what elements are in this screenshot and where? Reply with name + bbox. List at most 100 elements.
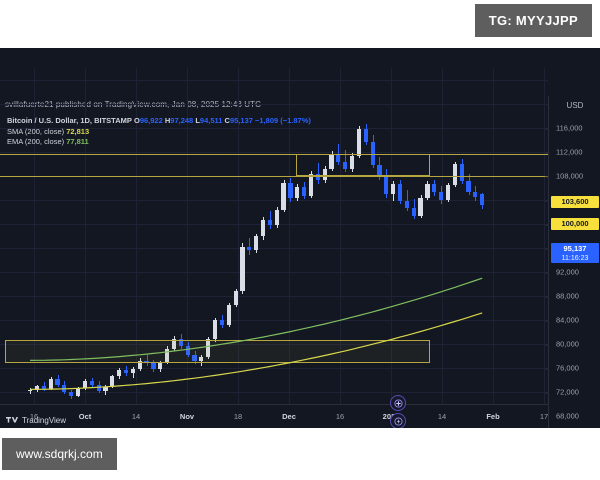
current-price-value: 95,137 [563, 244, 587, 254]
candle-body [185, 346, 190, 355]
legend-ema-row[interactable]: EMA (200, close) 77,811 [7, 137, 311, 148]
time-axis[interactable]: 16Oct14Nov18Dec16202514Feb17 [0, 404, 548, 428]
horizontal-ray[interactable] [0, 176, 548, 177]
candle-body [384, 176, 389, 194]
price-tick: 112,000 [545, 148, 600, 157]
legend-close-key: C [224, 116, 230, 125]
candle-body [165, 348, 170, 363]
candle-body [55, 379, 60, 385]
gridline-vertical [34, 68, 35, 404]
gridline-horizontal [0, 200, 548, 201]
candle-body [89, 380, 94, 386]
gridline-horizontal [0, 128, 548, 129]
price-tag-yellow[interactable]: 103,600 [551, 196, 599, 209]
legend-symbol-row[interactable]: Bitcoin / U.S. Dollar, 1D, BITSTAMP O96,… [7, 116, 311, 127]
gridline-vertical [136, 68, 137, 404]
candle-wick [249, 237, 251, 255]
candle-body [288, 182, 293, 199]
price-tick: 68,000 [545, 412, 600, 421]
candle-body [439, 192, 444, 200]
chart-plot-area[interactable] [0, 68, 548, 404]
current-price-tag[interactable]: 95,137 11:16:23 [551, 243, 599, 264]
time-tick: Oct [78, 412, 92, 421]
legend-symbol: Bitcoin / U.S. Dollar, 1D, BITSTAMP [7, 116, 132, 125]
legend-change: −1,809 (−1.87%) [255, 116, 311, 125]
candle-body [254, 236, 259, 251]
gridline-horizontal [0, 104, 548, 105]
legend-open-key: O [133, 116, 140, 125]
candle-body [281, 182, 286, 210]
gridline-vertical [85, 68, 86, 404]
candle-body [158, 362, 163, 370]
candle-body [322, 168, 327, 181]
price-axis-unit: USD [566, 101, 584, 110]
candle-body [473, 191, 478, 197]
candle-body [137, 360, 142, 369]
legend-close-value: 95,137 [229, 116, 253, 125]
candle-body [110, 376, 115, 388]
sma-200-line [30, 312, 483, 390]
candle-body [343, 161, 348, 170]
candle-body [432, 184, 437, 193]
legend-sma-row[interactable]: SMA (200, close) 72,813 [7, 127, 311, 138]
candle-body [219, 320, 225, 325]
time-tick: Nov [179, 412, 195, 421]
gridline-horizontal [0, 320, 548, 321]
bar-countdown: 11:16:23 [561, 254, 589, 262]
gridline-horizontal [0, 296, 548, 297]
candle-body [247, 246, 252, 251]
candle-body [41, 386, 46, 389]
candle-body [171, 338, 177, 349]
candle-body [356, 129, 362, 156]
price-tick: 92,000 [545, 268, 600, 277]
gridline-horizontal [0, 224, 548, 225]
gridline-vertical [391, 68, 392, 404]
candle-body [144, 360, 149, 364]
candle-body [274, 209, 279, 226]
candle-body [123, 370, 129, 374]
gridline-vertical [289, 68, 290, 404]
legend-high-key: H [164, 116, 171, 125]
horizontal-ray[interactable] [0, 154, 548, 156]
time-tick: Feb [486, 412, 500, 421]
candle-wick [146, 355, 148, 367]
chart-legend: Bitcoin / U.S. Dollar, 1D, BITSTAMP O96,… [7, 116, 311, 148]
candle-wick [269, 210, 271, 230]
price-axis[interactable]: USD 116,000112,000108,000104,000100,0009… [545, 96, 600, 428]
time-tick: 18 [233, 412, 243, 421]
price-tick: 84,000 [545, 316, 600, 325]
candle-body [192, 354, 197, 362]
candle-body [130, 368, 135, 374]
candle-body [445, 185, 451, 200]
candle-body [459, 164, 464, 181]
candle-body [377, 164, 382, 177]
candle-body [452, 164, 457, 185]
price-tick: 72,000 [545, 388, 600, 397]
candle-body [329, 153, 334, 169]
price-tag-yellow[interactable]: 100,000 [551, 218, 599, 230]
price-tick: 108,000 [545, 172, 600, 181]
candle-body [411, 207, 416, 216]
tradingview-chart[interactable]: svillafuerte21 published on TradingView.… [0, 48, 600, 428]
website-watermark-badge: www.sdqrkj.com [2, 438, 117, 470]
legend-ema-value: 77,811 [66, 137, 89, 146]
candle-body [96, 385, 101, 391]
candle-body [295, 186, 300, 199]
floating-tool-buttons[interactable] [390, 395, 414, 428]
candle-body [391, 183, 396, 194]
add-alert-icon[interactable] [390, 395, 406, 411]
candle-body [397, 183, 403, 201]
candle-body [267, 220, 272, 226]
candle-body [240, 246, 245, 292]
candle-body [82, 380, 88, 388]
gridline-vertical [187, 68, 188, 404]
candle-body [103, 387, 108, 391]
candle-body [363, 129, 368, 142]
tradingview-logo[interactable]: TradingView [6, 416, 66, 425]
lightning-icon[interactable] [390, 413, 406, 428]
tradingview-wordmark: TradingView [22, 416, 67, 425]
legend-low-key: L [195, 116, 200, 125]
candle-body [206, 339, 211, 358]
candle-body [370, 141, 375, 165]
